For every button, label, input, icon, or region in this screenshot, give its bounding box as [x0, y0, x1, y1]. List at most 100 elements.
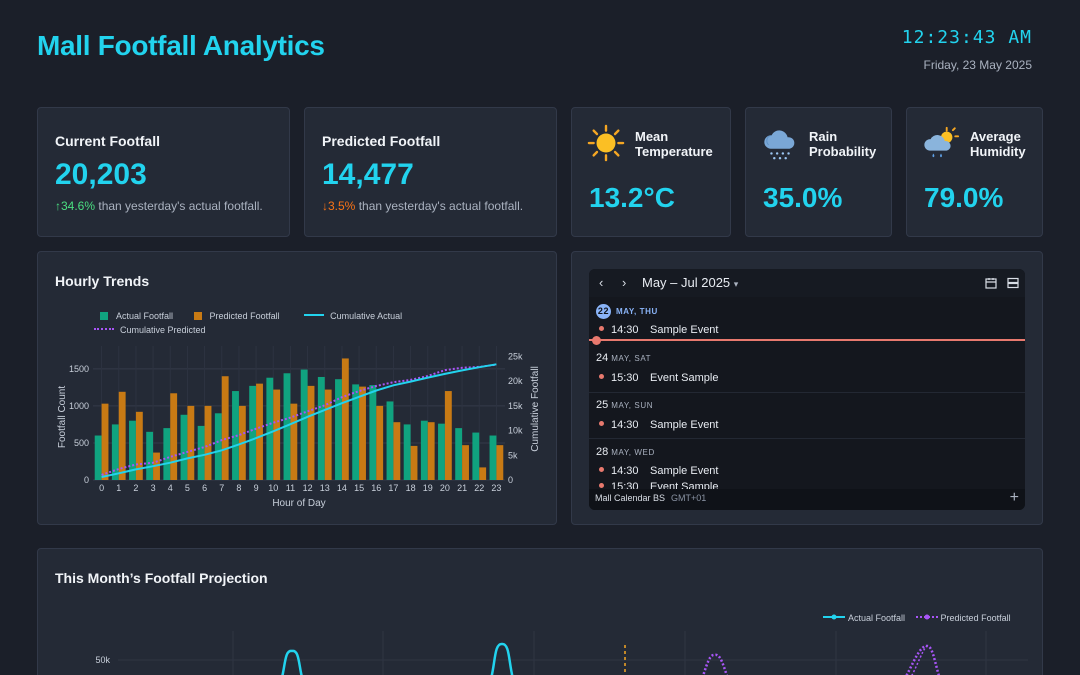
x-tick-label: 13: [320, 483, 330, 493]
card-title: Current Footfall: [55, 133, 160, 149]
y-tick-label: 50k: [95, 655, 110, 665]
x-tick-label: 18: [406, 483, 416, 493]
sun-cloud-rain-icon: [924, 126, 960, 158]
line-cumulative-actual: [101, 363, 497, 478]
up-arrow-icon: ↑: [55, 199, 61, 213]
line-predicted-peak: [911, 645, 928, 675]
y2-tick-label: 10k: [508, 426, 523, 436]
calendar-icon[interactable]: [985, 277, 997, 289]
chart-title: Hourly Trends: [55, 273, 150, 289]
projection-chart: 50k: [95, 631, 1028, 675]
y2-tick-label: 5k: [508, 450, 518, 460]
bar-predicted: [221, 376, 229, 480]
calendar-header: ‹ › May – Jul 2025 ▾: [589, 269, 1025, 297]
predicted-footfall-card: Predicted Footfall 14,477 ↓3.5% than yes…: [304, 107, 557, 237]
bar-predicted: [273, 389, 281, 480]
legend-cum-predicted[interactable]: Cumulative Predicted: [94, 325, 206, 335]
line-predicted-peak: [701, 653, 729, 675]
y2-tick-label: 15k: [508, 401, 523, 411]
day-header: 28 MAY, WED: [596, 446, 655, 458]
bar-predicted: [324, 389, 332, 480]
x-tick-label: 14: [337, 483, 347, 493]
agenda-view-icon[interactable]: [1007, 277, 1019, 289]
bar-actual: [352, 384, 360, 480]
bar-actual: [232, 391, 239, 480]
x-tick-label: 2: [133, 483, 138, 493]
event-item[interactable]: 14:30 Sample Event: [599, 419, 718, 431]
bar-actual: [489, 435, 497, 480]
day-header: 24 MAY, SAT: [596, 352, 652, 364]
x-tick-label: 21: [457, 483, 467, 493]
legend-cum-actual[interactable]: Cumulative Actual: [304, 311, 402, 321]
calendar-range[interactable]: May – Jul 2025 ▾: [642, 275, 739, 290]
add-icon[interactable]: +: [1009, 489, 1019, 506]
x-tick-label: 19: [423, 483, 433, 493]
legend-actual[interactable]: Actual Footfall: [100, 311, 173, 321]
legend-actual[interactable]: Actual Footfall: [823, 613, 905, 623]
bar-predicted: [393, 422, 401, 480]
x-tick-label: 7: [219, 483, 224, 493]
x-tick-label: 4: [168, 483, 173, 493]
current-footfall-card: Current Footfall 20,203 ↑34.6% than yest…: [37, 107, 290, 237]
legend-row-1: Actual Footfall Predicted Footfall Cumul…: [100, 311, 402, 321]
y-tick-label: 0: [84, 475, 89, 485]
event-item[interactable]: 15:30 Event Sample: [599, 481, 718, 489]
rain-label: Rain Probability: [809, 129, 877, 159]
bar-predicted: [359, 386, 366, 480]
event-item[interactable]: 14:30 Sample Event: [599, 465, 718, 477]
prev-icon[interactable]: ‹: [599, 275, 604, 290]
bar-predicted: [410, 445, 418, 480]
bar-predicted: [479, 467, 487, 480]
x-tick-label: 10: [268, 483, 278, 493]
bar-actual: [129, 420, 136, 480]
legend-row-2: Cumulative Predicted: [94, 325, 206, 335]
current-footfall-value: 20,203: [55, 158, 147, 191]
bar-predicted: [187, 405, 195, 480]
y-tick-label: 500: [74, 438, 89, 448]
bar-actual: [163, 428, 171, 480]
bar-actual: [94, 435, 102, 480]
calendar-widget: ‹ › May – Jul 2025 ▾ 22 MAY, THU 14:30 Sam…: [589, 269, 1025, 510]
line-actual-peak: [490, 642, 514, 675]
x-tick-label: 5: [185, 483, 190, 493]
x-tick-label: 23: [491, 483, 501, 493]
down-arrow-icon: ↓: [322, 199, 328, 213]
bar-actual: [317, 376, 325, 480]
event-item[interactable]: 14:30 Sample Event: [599, 324, 718, 336]
x-tick-label: 16: [371, 483, 381, 493]
line-actual-peak: [281, 649, 303, 675]
projection-legend: Actual Footfall Predicted Footfall: [823, 613, 1011, 623]
bar-actual: [214, 413, 222, 480]
x-tick-label: 17: [388, 483, 398, 493]
bar-actual: [386, 401, 394, 480]
legend-predicted[interactable]: Predicted Footfall: [915, 613, 1011, 623]
day-header: 25 MAY, SUN: [596, 399, 654, 411]
bar-actual: [300, 369, 308, 480]
delta-suffix: than yesterday's actual footfall.: [95, 199, 263, 213]
event-item[interactable]: 15:30 Event Sample: [599, 372, 718, 384]
bar-actual: [369, 385, 377, 480]
x-tick-label: 9: [254, 483, 259, 493]
x-tick-label: 3: [151, 483, 156, 493]
today-badge: 22: [596, 304, 611, 319]
card-title: Predicted Footfall: [322, 133, 441, 149]
bar-predicted: [170, 393, 178, 480]
delta-percent: 34.6%: [61, 199, 96, 213]
sun-icon: [587, 124, 625, 162]
y2-axis-title: Cumulative Footfall: [530, 366, 541, 452]
line-cumulative-predicted: [101, 363, 497, 476]
bar-predicted: [462, 445, 469, 480]
bar-predicted: [376, 405, 384, 480]
bar-actual: [197, 425, 205, 480]
bar-actual: [420, 420, 428, 480]
bar-actual: [111, 424, 119, 480]
bar-actual: [455, 428, 463, 480]
y-tick-label: 1500: [69, 364, 89, 374]
x-tick-label: 22: [474, 483, 484, 493]
y-tick-label: 1000: [69, 401, 89, 411]
next-icon[interactable]: ›: [622, 275, 627, 290]
legend-predicted[interactable]: Predicted Footfall: [193, 311, 280, 321]
x-tick-label: 12: [303, 483, 313, 493]
bar-actual: [472, 432, 480, 480]
